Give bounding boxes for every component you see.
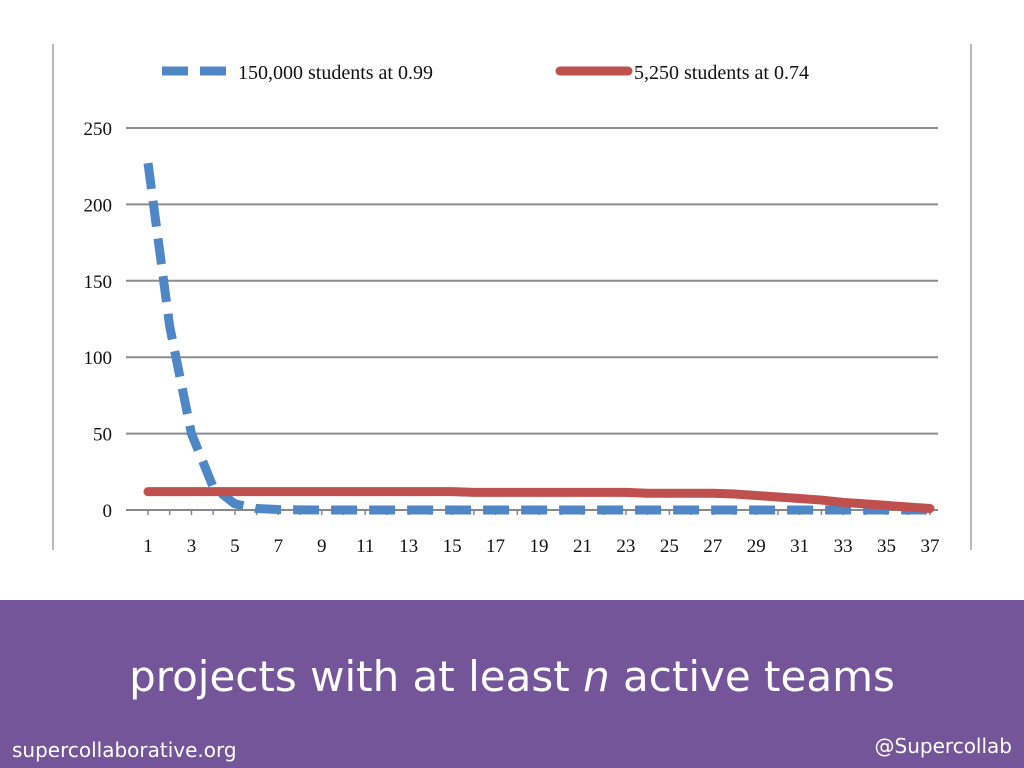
chart-area: 0 50 100 150 200 250 1 3 5 7 9 11 13 15 17 19 21 23 25 27 2… [52,44,972,557]
x-tick-label-7: 7 [274,536,284,557]
series-line-0 [143,162,930,515]
x-tick-label-15: 15 [443,536,462,557]
series-layer [143,162,935,515]
x-tick-label-31: 31 [790,536,809,557]
legend-label-0: 150,000 students at 0.99 [238,62,433,84]
right-frame-line [970,44,972,550]
y-tick-label-200: 200 [84,195,113,216]
x-tick-label-35: 35 [877,536,896,557]
x-tick-labels: 1 3 5 7 9 11 13 15 17 19 21 23 25 27 29 31 33 35 37 [143,536,939,557]
website-link[interactable]: supercollaborative.org [12,738,237,762]
y-tick-label-150: 150 [84,272,113,293]
caption-pre: projects with at least [129,652,584,701]
x-tick-label-19: 19 [530,536,549,557]
y-tick-label-50: 50 [93,425,112,446]
legend: 150,000 students at 0.99 5,250 students a… [162,62,809,84]
footer-banner: projects with at least n active teams su… [0,600,1024,768]
series-line-1 [143,487,935,513]
caption-variable: n [583,652,610,701]
x-tick-label-25: 25 [660,536,679,557]
x-tick-label-33: 33 [834,536,853,557]
caption-post: active teams [609,652,895,701]
x-tick-label-5: 5 [230,536,240,557]
x-tick-label-37: 37 [921,536,940,557]
x-tick-label-11: 11 [356,536,374,557]
x-tick-label-27: 27 [703,536,722,557]
slide-caption: projects with at least n active teams [0,652,1024,701]
y-tick-label-0: 0 [103,501,113,522]
left-frame-line [52,44,54,550]
grid-layer [126,127,938,515]
x-tick-label-23: 23 [616,536,635,557]
y-tick-label-250: 250 [84,119,113,140]
x-tick-label-1: 1 [143,536,153,557]
twitter-handle[interactable]: @Supercollab [874,734,1012,758]
x-tick-label-13: 13 [399,536,418,557]
x-tick-label-9: 9 [317,536,327,557]
x-tick-label-21: 21 [573,536,592,557]
y-tick-label-100: 100 [84,348,113,369]
y-tick-labels: 0 50 100 150 200 250 [84,119,113,522]
x-tick-label-3: 3 [187,536,197,557]
x-tick-label-17: 17 [486,536,505,557]
x-tick-label-29: 29 [747,536,766,557]
legend-label-1: 5,250 students at 0.74 [634,62,809,84]
